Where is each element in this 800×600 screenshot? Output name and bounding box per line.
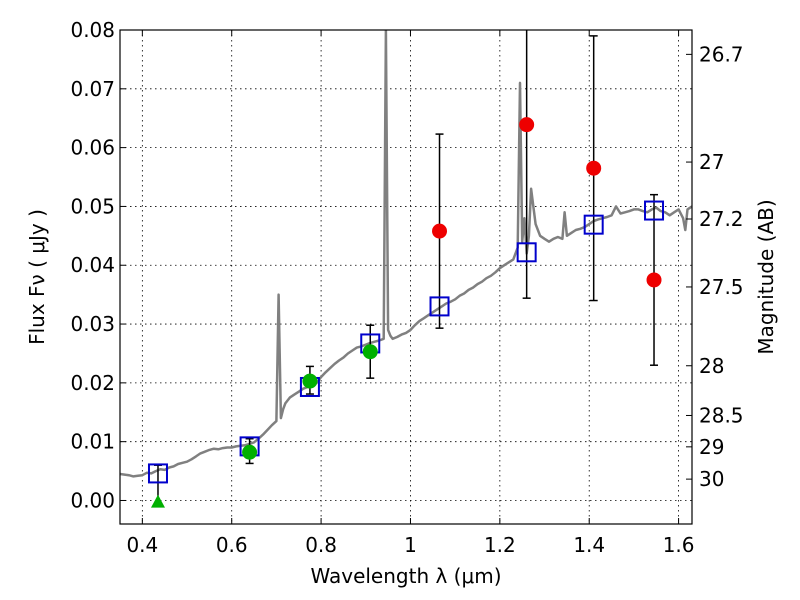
right-tick-label: 29 (699, 435, 724, 459)
green-data-point (242, 444, 258, 460)
x-tick-label: 1.6 (663, 533, 695, 557)
x-tick-label: 0.4 (126, 533, 158, 557)
x-axis-title: Wavelength λ (μm) (310, 564, 501, 588)
model-photometry-square (516, 242, 537, 263)
y-tick-label: 0.08 (70, 18, 115, 42)
x-tick-label: 0.8 (305, 533, 337, 557)
y-tick-label: 0.06 (70, 136, 115, 160)
green-data-point (362, 344, 378, 360)
right-tick-label: 26.7 (699, 42, 744, 66)
grid-layer (120, 29, 692, 524)
red-data-point (432, 223, 448, 239)
series-group (120, 30, 692, 508)
y-tick-label: 0.03 (70, 312, 115, 336)
model-photometry-square (644, 200, 665, 221)
red-data-point (646, 272, 662, 288)
spectrum-line (120, 30, 692, 478)
right-tick-label: 27.5 (699, 275, 744, 299)
plot-layer (120, 30, 692, 508)
x-tick-label: 1 (404, 533, 417, 557)
y-axis-title-right: Magnitude (AB) (754, 199, 778, 354)
axes-layer: 0.4 0.6 0.8 1 1.2 1.4 1.6 0.00 0.01 0.02 0.03 0.04 0… (70, 18, 743, 557)
right-tick-label: 27 (699, 150, 724, 174)
right-tick-label: 28 (699, 354, 724, 378)
model-photometry-square (583, 214, 604, 235)
model-photometry-square (147, 463, 168, 484)
red-data-point (519, 117, 535, 133)
y-tick-label: 0.00 (70, 488, 115, 512)
right-tick-label: 28.5 (699, 403, 744, 427)
y-tick-label: 0.01 (70, 430, 115, 454)
y-tick-label: 0.04 (70, 253, 115, 277)
x-tick-label: 0.6 (216, 533, 248, 557)
y-tick-label: 0.05 (70, 194, 115, 218)
x-tick-label: 1.2 (484, 533, 516, 557)
x-tick-label: 1.4 (573, 533, 605, 557)
y-tick-label: 0.02 (70, 371, 115, 395)
y-axis-title-left: Flux Fν ( μJy ) (25, 209, 49, 345)
green-data-point (302, 373, 318, 389)
upper-limit-marker (150, 494, 165, 508)
plot-frame (119, 29, 693, 525)
y-tick-label: 0.07 (70, 77, 115, 101)
red-data-point (586, 160, 602, 176)
right-tick-label: 30 (699, 467, 724, 491)
model-photometry-square (429, 296, 450, 317)
right-tick-label: 27.2 (699, 207, 744, 231)
